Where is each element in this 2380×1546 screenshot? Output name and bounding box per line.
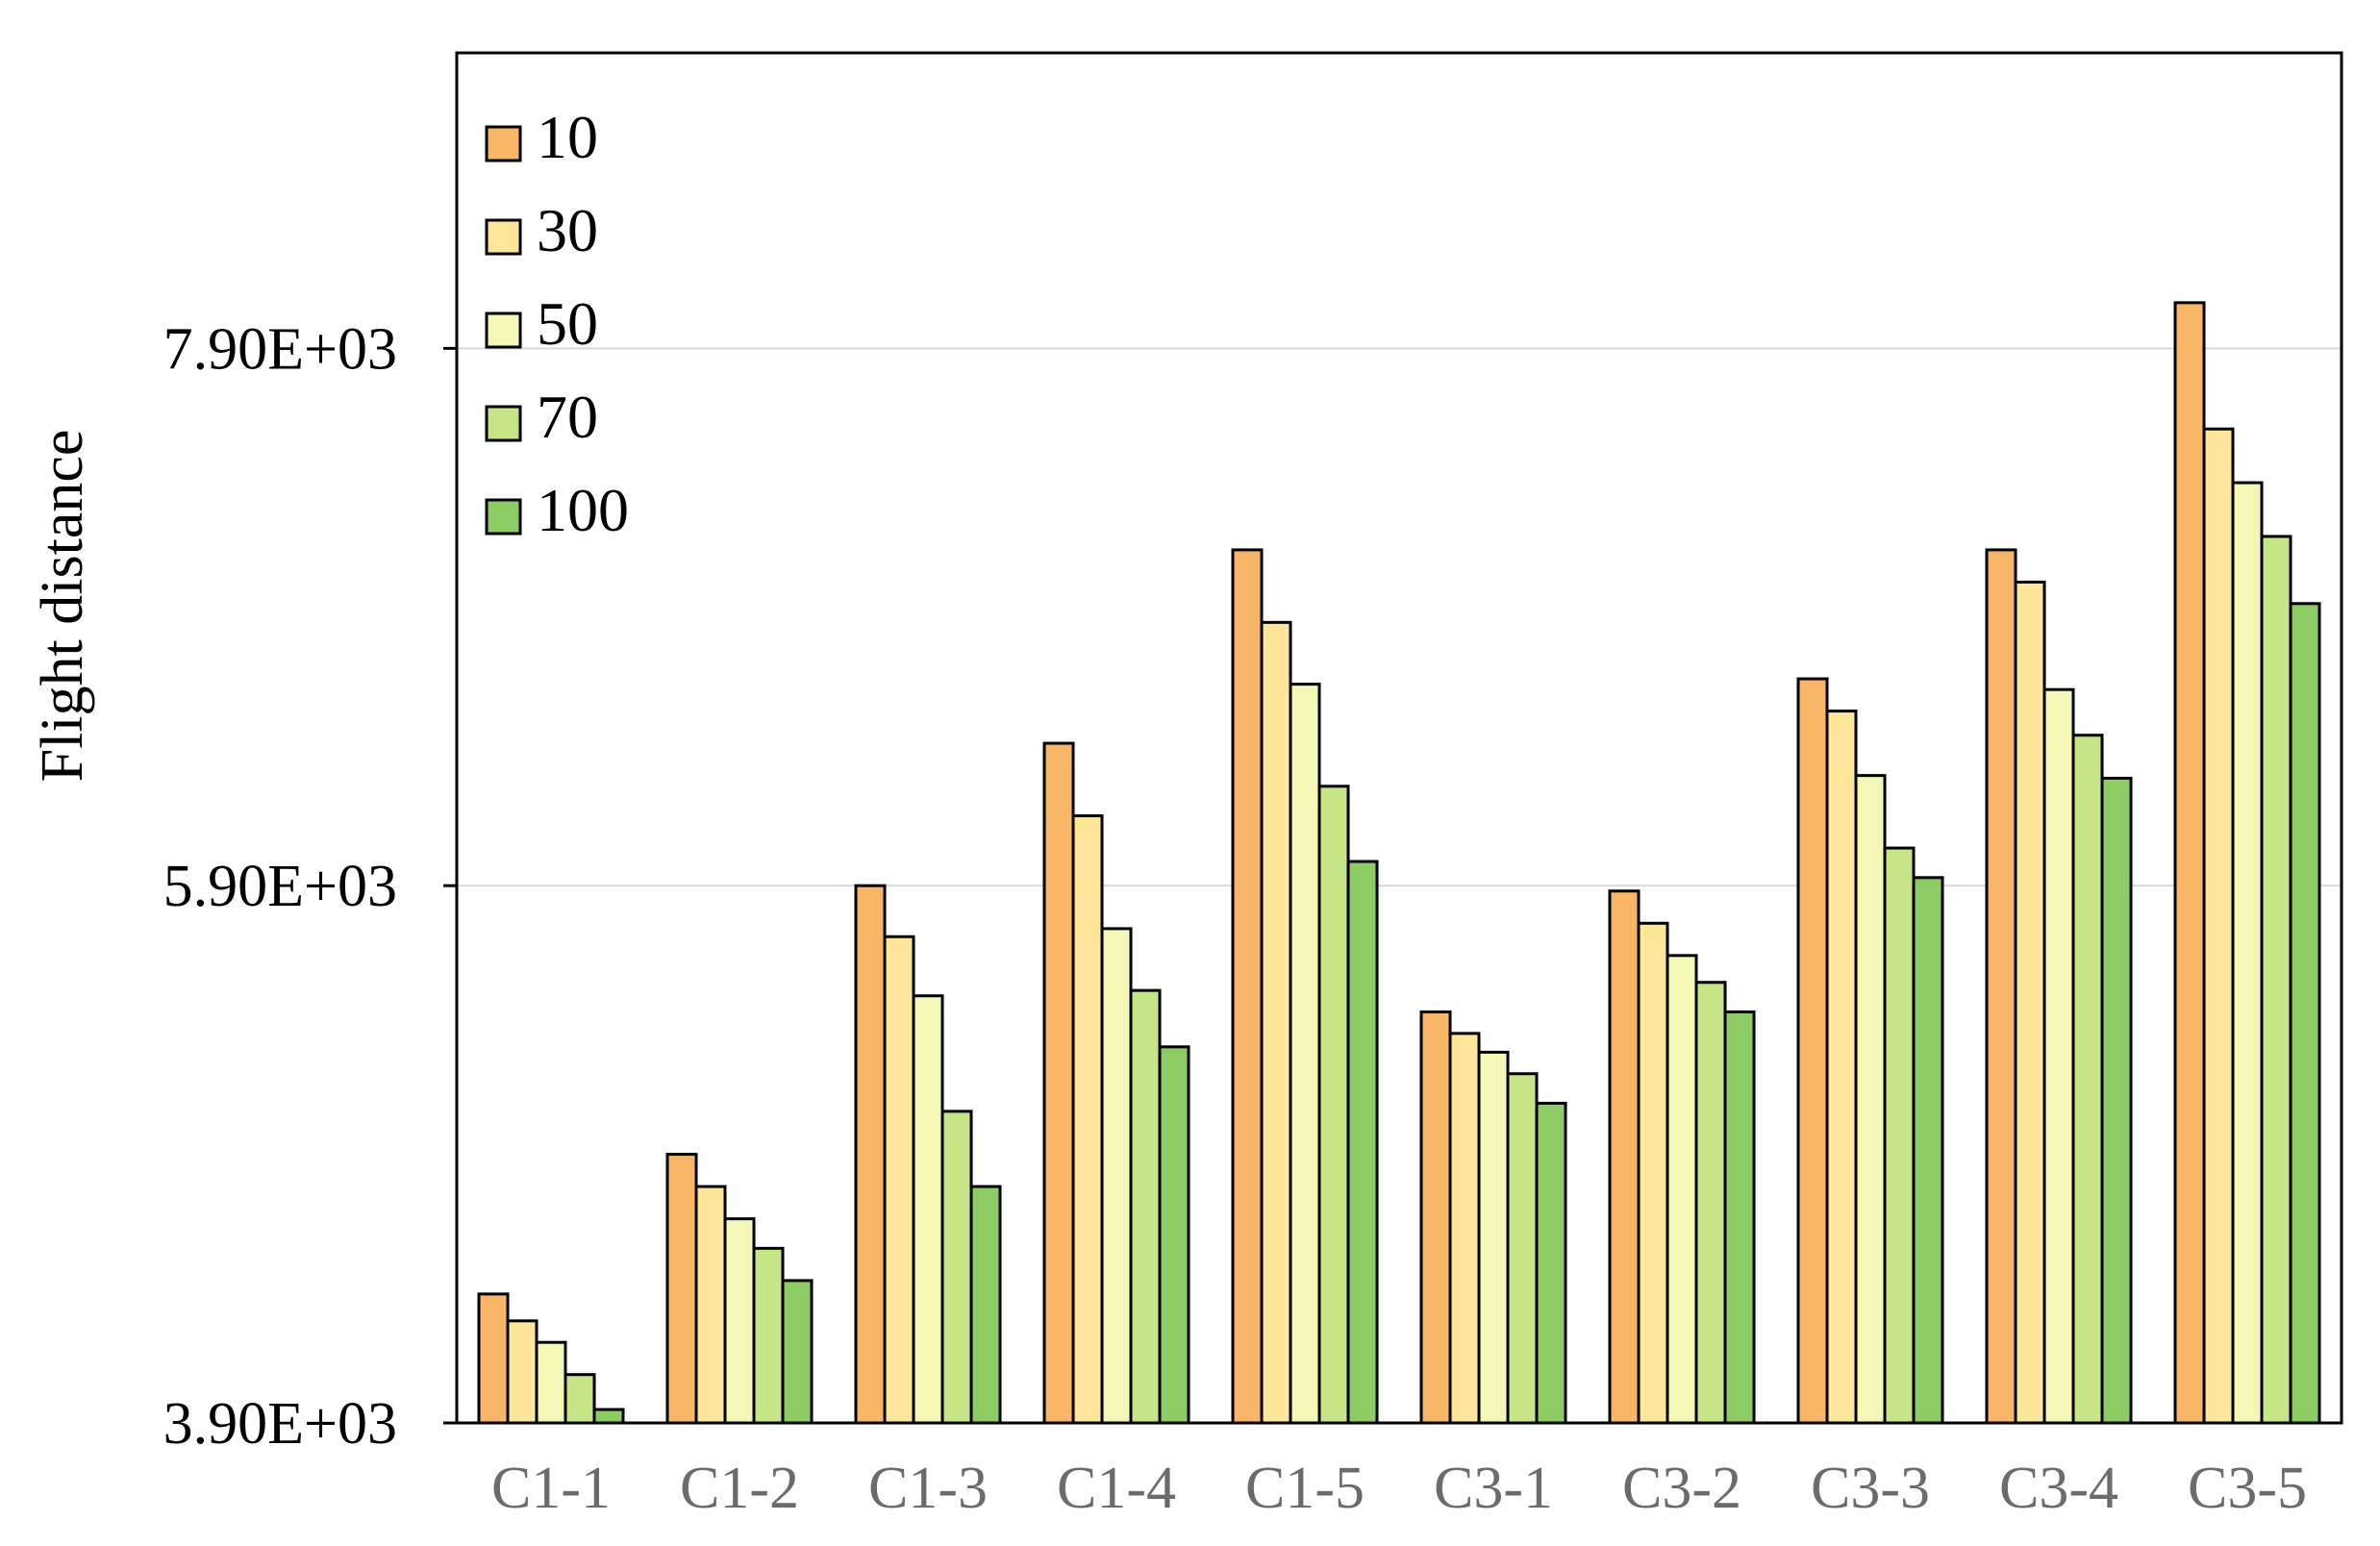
bar-C1-1-70 (564, 1373, 596, 1425)
legend-label: 70 (537, 383, 598, 451)
bar-C3-2-30 (1637, 921, 1669, 1425)
bar-C3-5-100 (2289, 602, 2321, 1425)
y-axis-title: Flight distance (30, 430, 95, 783)
x-tick-label: C3-5 (2188, 1456, 2307, 1521)
bar-C1-5-50 (1289, 683, 1321, 1425)
bar-C3-1-30 (1448, 1032, 1481, 1425)
legend-swatch (485, 218, 522, 256)
bar-C1-5-70 (1317, 785, 1350, 1425)
bar-C3-4-100 (2100, 776, 2133, 1425)
x-tick-label: C3-4 (1999, 1456, 2118, 1521)
legend-label: 30 (537, 196, 598, 264)
bar-C3-5-10 (2173, 301, 2206, 1425)
bar-C1-2-30 (694, 1184, 727, 1425)
bar-C1-1-50 (535, 1340, 567, 1425)
bar-C1-4-10 (1042, 741, 1075, 1425)
x-tick-label: C3-2 (1622, 1456, 1741, 1521)
bar-C3-4-50 (2042, 687, 2075, 1425)
bars (477, 301, 2321, 1425)
x-axis: C1-1 C1-2 C1-3 C1-4 C1-5 C3-1 C3-2 C3-3 C3-4 C3-5 (491, 1456, 2307, 1521)
x-tick-label: C1-4 (1057, 1456, 1176, 1521)
x-tick-label: C1-1 (491, 1456, 611, 1521)
bar-C3-1-70 (1506, 1072, 1539, 1425)
y-tick-label: 3.90E+03 (163, 1391, 397, 1457)
legend-swatch (485, 312, 522, 349)
bar-C1-3-10 (854, 884, 887, 1425)
legend-swatch (485, 125, 522, 162)
bar-C3-5-50 (2231, 481, 2264, 1425)
bar-C1-3-100 (969, 1184, 1002, 1425)
bar-C1-2-70 (752, 1246, 785, 1425)
bar-C3-3-10 (1796, 677, 1829, 1425)
bar-C1-2-50 (723, 1217, 756, 1425)
bar-C1-1-100 (592, 1408, 625, 1425)
y-tick-label: 5.90E+03 (163, 854, 397, 919)
legend-label: 100 (537, 476, 629, 544)
bar-C3-2-100 (1723, 1010, 1756, 1425)
legend: 10 30 50 70 100 (485, 103, 629, 544)
legend-swatch (485, 498, 522, 536)
bar-C1-4-100 (1158, 1045, 1190, 1425)
bar-C3-5-30 (2202, 427, 2235, 1425)
bar-C1-4-50 (1100, 927, 1133, 1425)
y-axis: 3.90E+03 5.90E+03 7.90E+03 (163, 316, 457, 1457)
bar-C1-4-70 (1129, 988, 1162, 1425)
bar-C3-3-70 (1883, 846, 1916, 1425)
bar-C1-5-30 (1260, 620, 1292, 1425)
bar-C3-3-30 (1825, 710, 1858, 1425)
legend-label: 10 (537, 103, 598, 171)
bar-C3-2-50 (1666, 954, 1698, 1425)
bar-C1-1-30 (506, 1319, 539, 1425)
bar-C3-4-70 (2071, 734, 2104, 1425)
bar-C3-1-50 (1477, 1050, 1510, 1425)
plot-frame (455, 51, 2343, 1425)
bar-C1-5-10 (1231, 548, 1264, 1425)
bar-C1-3-70 (940, 1110, 973, 1425)
legend-label: 50 (537, 289, 598, 358)
bar-C1-1-10 (477, 1292, 510, 1425)
bar-C3-1-100 (1535, 1102, 1567, 1425)
bar-C1-3-30 (883, 935, 915, 1425)
bar-C3-2-70 (1694, 981, 1727, 1425)
bar-C3-3-50 (1854, 774, 1887, 1425)
y-tick-label: 7.90E+03 (163, 316, 397, 382)
bar-C3-4-30 (2014, 580, 2046, 1425)
x-tick-label: C3-3 (1811, 1456, 1930, 1521)
bar-C1-5-100 (1346, 860, 1379, 1425)
legend-swatch (485, 405, 522, 442)
bar-C3-3-100 (1912, 876, 1944, 1425)
bar-C3-4-10 (1985, 548, 2017, 1425)
bar-C3-2-10 (1608, 889, 1641, 1425)
bar-C1-3-50 (912, 994, 944, 1425)
bar-C3-1-10 (1419, 1010, 1452, 1425)
x-tick-label: C1-3 (868, 1456, 988, 1521)
bar-C1-2-10 (665, 1153, 698, 1425)
x-tick-label: C3-1 (1434, 1456, 1553, 1521)
bar-C3-5-70 (2260, 535, 2292, 1425)
x-tick-label: C1-5 (1245, 1456, 1365, 1521)
bar-C1-4-30 (1071, 814, 1104, 1425)
bar-C1-2-100 (781, 1279, 814, 1425)
x-tick-label: C1-2 (680, 1456, 799, 1521)
